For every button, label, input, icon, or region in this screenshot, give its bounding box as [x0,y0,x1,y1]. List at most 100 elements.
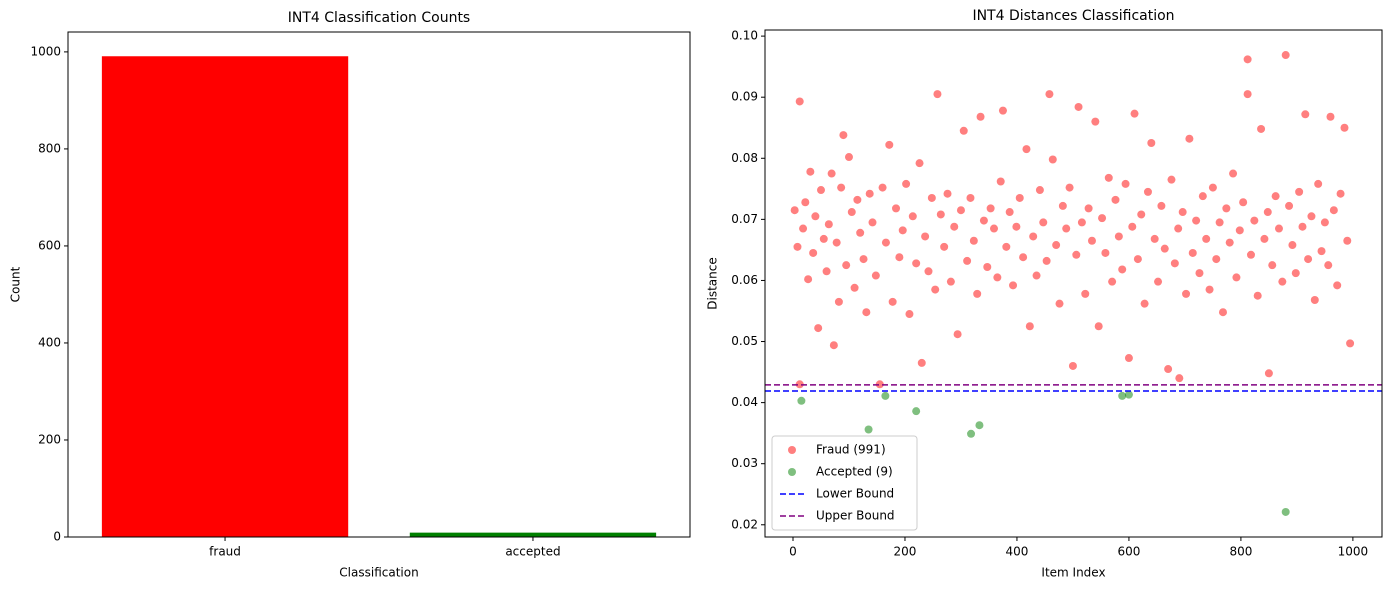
point [816,186,825,195]
point [1077,218,1086,227]
point [799,224,808,233]
point [842,261,851,270]
point [1170,259,1179,268]
point [814,324,823,333]
point [864,425,873,434]
point [1039,218,1048,227]
point [927,193,936,202]
y-tick-label: 600 [38,238,61,252]
point [1239,198,1248,207]
point [902,179,911,188]
point [966,193,975,202]
point [804,275,813,284]
point [1218,308,1227,317]
point [1225,238,1234,247]
point [1032,271,1041,280]
point [898,226,907,235]
chart-title: INT4 Distances Classification [972,8,1174,24]
point [1045,90,1054,99]
point [1062,224,1071,233]
point [824,220,833,229]
plot-frame [67,31,691,538]
point [859,255,868,264]
point [1195,269,1204,278]
point [1232,273,1241,282]
point [881,391,890,400]
point [1333,281,1342,290]
point [973,289,982,298]
point [959,126,968,135]
y-tick-label: 0.10 [731,29,758,43]
point [829,341,838,350]
point [989,224,998,233]
point [1229,169,1238,178]
point [797,396,806,405]
point [1019,253,1028,262]
point [1253,291,1262,300]
point [912,259,921,268]
point [936,210,945,219]
point [933,90,942,99]
point [1094,322,1103,331]
point [1310,295,1319,304]
point [969,236,978,245]
point [967,429,976,438]
point [1178,208,1187,217]
point [1101,248,1110,257]
y-tick-label: 0.04 [731,395,758,409]
point [1260,234,1269,243]
point [946,277,955,286]
y-tick-label: 400 [38,335,61,349]
point [1128,222,1137,231]
point [837,183,846,192]
y-tick-label: 0.03 [731,456,758,470]
x-tick-label: 600 [1117,545,1140,559]
point [1174,224,1183,233]
point [1243,55,1252,64]
point [862,308,871,317]
point [853,195,862,204]
point [881,238,890,247]
point [1263,208,1272,217]
point [1074,102,1083,111]
point [998,106,1007,115]
legend-label: Accepted (9) [816,465,893,479]
x-axis-label: Classification [339,566,418,580]
point [1307,212,1316,221]
point [1185,134,1194,143]
point [1091,117,1100,126]
point [1278,277,1287,286]
point [1005,208,1014,217]
point [940,242,949,251]
point [950,222,959,231]
point [1012,222,1021,231]
point [1250,216,1259,225]
y-tick-label: 0.09 [731,90,758,104]
point [847,208,856,217]
x-axis-label: Item Index [1041,566,1105,580]
point [875,380,884,389]
point [1009,281,1018,290]
point [1114,232,1123,241]
point [915,159,924,168]
point [832,238,841,247]
point [1324,261,1333,270]
point [1314,179,1323,188]
x-tick-label: 1000 [1338,545,1369,559]
point [1343,236,1352,245]
point [801,198,810,207]
point [795,380,804,389]
point [953,330,962,339]
point [1143,187,1152,196]
bar [101,56,349,537]
point [979,216,988,225]
point [1072,250,1081,259]
legend-label: Fraud (991) [816,443,886,457]
point [1118,265,1127,274]
point [1188,248,1197,257]
point [1111,195,1120,204]
point [868,218,877,227]
point [871,271,880,280]
point [1108,277,1117,286]
y-tick-label: 1000 [30,44,61,58]
